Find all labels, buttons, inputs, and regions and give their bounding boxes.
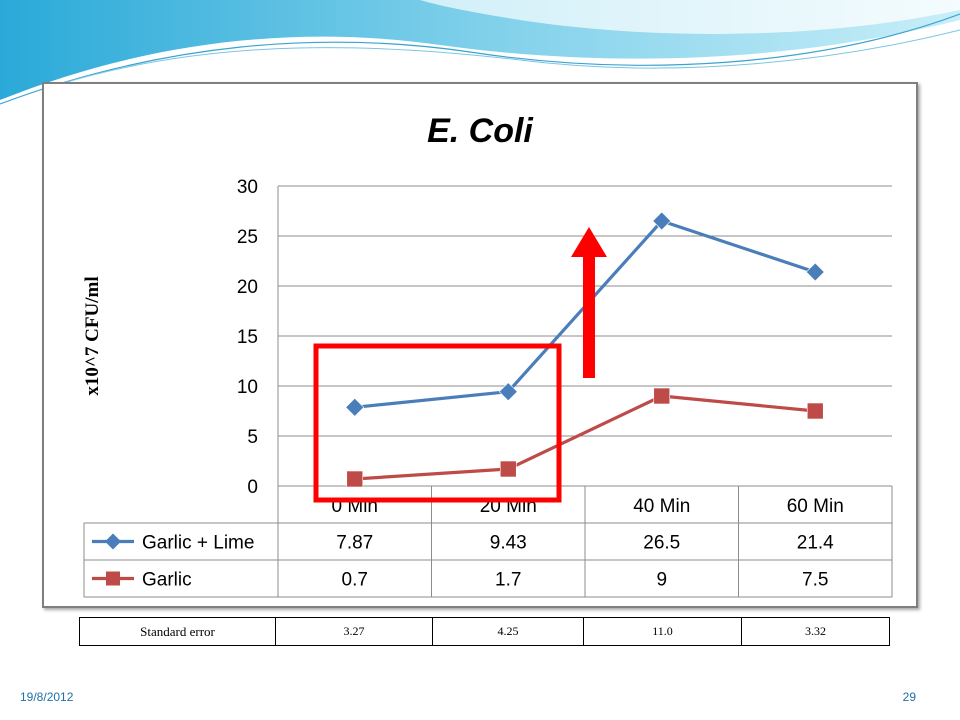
series-line bbox=[354, 394, 816, 481]
standard-error-value: 11.0 bbox=[583, 617, 742, 646]
data-label: 7.87 bbox=[336, 533, 373, 554]
standard-error-value: 3.27 bbox=[275, 617, 433, 646]
y-tick-label: 10 bbox=[237, 377, 258, 398]
y-tick-label: 15 bbox=[237, 327, 258, 348]
chart-frame: 0 5 10 15 20 25 30 0 Min 20 Min 40 Min 60 Min Garl… bbox=[42, 82, 918, 608]
footer-date: 19/8/2012 bbox=[20, 690, 74, 704]
y-tick-label: 20 bbox=[237, 277, 258, 298]
data-label: 26.5 bbox=[643, 533, 680, 554]
data-point bbox=[653, 387, 671, 405]
text-layer: E. Coli x10^7 CFU/ml bbox=[82, 112, 534, 396]
standard-error-value: 3.32 bbox=[741, 617, 890, 646]
legend-key-marker bbox=[105, 533, 121, 550]
y-axis-ticks: 0 5 10 15 20 25 30 bbox=[237, 177, 258, 498]
header-wave-decoration bbox=[0, 0, 960, 105]
data-label: 9.43 bbox=[490, 533, 527, 554]
standard-error-label: Standard error bbox=[79, 617, 276, 646]
data-point bbox=[499, 460, 517, 478]
chart-title: E. Coli bbox=[427, 112, 534, 150]
data-label: 0.7 bbox=[342, 570, 368, 591]
data-point bbox=[806, 402, 824, 420]
legend-label: Garlic bbox=[142, 570, 192, 591]
legend-key-marker bbox=[106, 571, 120, 586]
category-label: 60 Min bbox=[787, 496, 844, 517]
y-tick-label: 5 bbox=[247, 427, 258, 448]
arrow-up-annotation bbox=[571, 227, 607, 378]
data-label: 1.7 bbox=[495, 570, 521, 591]
table-row: Standard error 3.27 4.25 11.0 3.32 bbox=[79, 617, 890, 646]
data-label: 9 bbox=[656, 570, 667, 591]
legend-label: Garlic + Lime bbox=[142, 533, 254, 554]
data-point bbox=[498, 382, 518, 402]
footer-page-number: 29 bbox=[902, 690, 916, 704]
standard-error-value: 4.25 bbox=[432, 617, 584, 646]
data-point bbox=[345, 397, 365, 417]
y-axis-label: x10^7 CFU/ml bbox=[82, 276, 103, 395]
data-point bbox=[805, 262, 825, 282]
annotation-layer bbox=[313, 227, 607, 503]
data-label: 7.5 bbox=[802, 570, 828, 591]
standard-error-table: Standard error 3.27 4.25 11.0 3.32 bbox=[79, 617, 890, 646]
category-label: 40 Min bbox=[633, 496, 690, 517]
y-tick-label: 25 bbox=[237, 227, 258, 248]
data-label: 21.4 bbox=[797, 533, 834, 554]
y-tick-label: 0 bbox=[247, 477, 258, 498]
series-layer bbox=[345, 211, 825, 488]
data-point bbox=[346, 470, 364, 488]
highlight-box bbox=[313, 343, 562, 503]
y-tick-label: 30 bbox=[237, 177, 258, 198]
data-point bbox=[652, 211, 672, 231]
